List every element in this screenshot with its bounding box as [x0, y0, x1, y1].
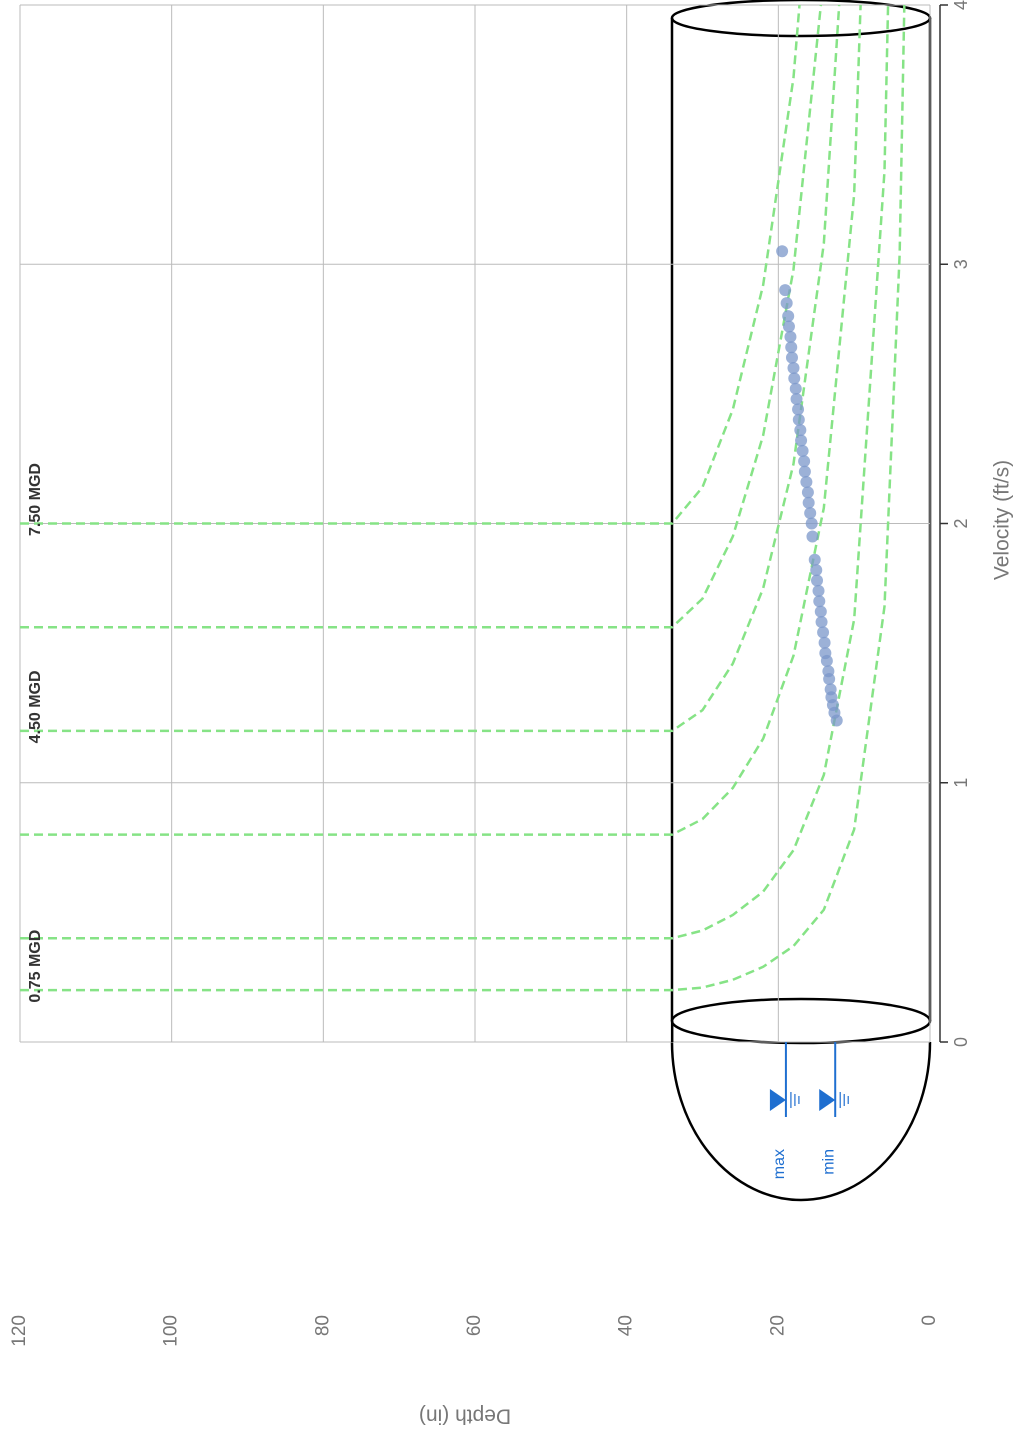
iso-flow-line [20, 5, 826, 525]
x-tick-label: 4 [951, 0, 971, 10]
data-point [813, 595, 826, 608]
x-tick-label: 2 [951, 518, 971, 528]
level-marker [769, 1089, 786, 1111]
data-point [789, 382, 802, 395]
data-point [808, 553, 821, 566]
data-point [796, 444, 809, 457]
data-point [805, 517, 818, 530]
data-point [814, 605, 827, 618]
x-tick-label: 0 [951, 1037, 971, 1047]
level-label: min [820, 1149, 837, 1175]
data-point [795, 434, 808, 447]
data-point [784, 330, 797, 343]
data-point [812, 584, 825, 597]
data-point [815, 616, 828, 629]
data-point [779, 284, 792, 297]
data-point [792, 403, 805, 416]
x-axis-label: Velocity (ft/s) [991, 460, 1014, 580]
x-tick-label: 1 [951, 778, 971, 788]
y-axis-label: Depth (in) [419, 1404, 511, 1427]
y-tick-label: 0 [919, 1315, 940, 1326]
y-tick-label: 80 [312, 1315, 333, 1336]
level-marker [819, 1089, 836, 1111]
data-point [806, 530, 819, 543]
data-point [822, 665, 835, 678]
data-point [782, 320, 795, 333]
pipe-end [670, 997, 932, 1045]
data-point [787, 361, 800, 374]
data-point [785, 341, 798, 354]
y-tick-label: 60 [464, 1315, 485, 1336]
chart-body: Velocity (ft/s) Depth (in) 0204060801001… [9, 0, 1014, 1427]
iso-flow-line [20, 5, 856, 733]
data-point [810, 564, 823, 577]
data-point [811, 574, 824, 587]
data-point [794, 424, 807, 437]
data-point [804, 507, 817, 520]
data-point [792, 413, 805, 426]
data-point [800, 476, 813, 489]
data-point [798, 465, 811, 478]
data-point [802, 496, 815, 509]
data-point [785, 351, 798, 364]
y-tick-label: 20 [767, 1315, 788, 1336]
plot-area [20, 5, 909, 992]
data-point [824, 683, 837, 696]
data-point [818, 636, 831, 649]
iso-flow-label: 4.50 MGD [27, 670, 44, 743]
iso-flow-line [20, 5, 886, 836]
data-point [817, 626, 830, 639]
data-point [801, 486, 814, 499]
data-point [798, 455, 811, 468]
data-point [819, 647, 832, 660]
iso-flow-label: 7.50 MGD [27, 463, 44, 536]
data-point [788, 372, 801, 385]
y-tick-label: 40 [616, 1315, 637, 1336]
iso-flow-line [20, 5, 909, 992]
y-tick-label: 100 [161, 1315, 182, 1347]
data-point [782, 310, 795, 323]
pipe-section [670, 1041, 932, 1202]
data-point [790, 393, 803, 406]
iso-flow-label: 0.75 MGD [27, 930, 44, 1003]
level-label: max [771, 1149, 788, 1179]
y-tick-label: 120 [9, 1315, 30, 1347]
iso-flow-line [20, 5, 826, 629]
data-point [776, 245, 789, 258]
iso-flow-line [20, 5, 901, 940]
data-point [780, 297, 793, 310]
x-tick-label: 3 [951, 259, 971, 269]
